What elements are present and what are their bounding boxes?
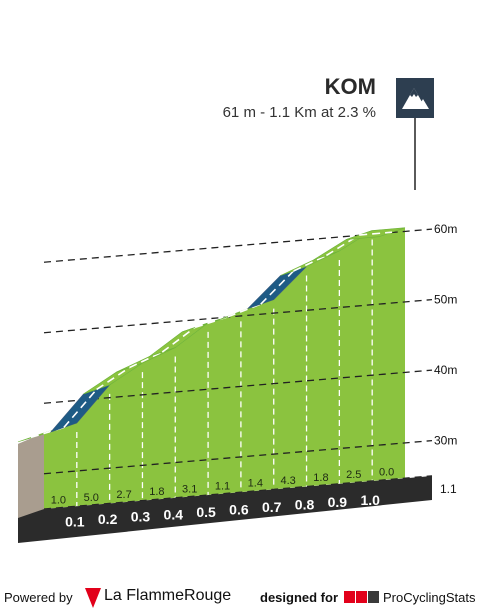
km-label: 0.2 bbox=[98, 511, 118, 527]
km-label: 0.6 bbox=[229, 501, 249, 517]
y-tick-label: 50m bbox=[434, 293, 457, 307]
elevation-gridline bbox=[43, 369, 433, 404]
km-label: 0.4 bbox=[164, 506, 184, 522]
profile-centerline bbox=[96, 366, 130, 391]
profile-area bbox=[44, 227, 405, 509]
y-tick-label: 40m bbox=[434, 363, 457, 377]
gradient-label: 0.0 bbox=[379, 466, 394, 478]
profile-centerline bbox=[260, 270, 295, 305]
km-label: 0.7 bbox=[262, 499, 282, 515]
powered-by-label: Powered by bbox=[4, 590, 73, 605]
profile-base-band bbox=[18, 476, 432, 543]
la-flamme-rouge-brand: La FlammeRouge bbox=[104, 587, 232, 604]
km-label: 0.9 bbox=[328, 494, 348, 510]
climb-title: KOM bbox=[324, 74, 376, 99]
gradient-label: 1.8 bbox=[149, 486, 164, 498]
profile-centerline bbox=[161, 326, 196, 353]
km-label: 0.1 bbox=[65, 514, 85, 530]
gradient-label: 1.4 bbox=[248, 478, 263, 490]
gradient-label: 3.1 bbox=[182, 483, 197, 495]
climb-subtitle: 61 m - 1.1 Km at 2.3 % bbox=[222, 104, 376, 121]
km-label: 0.5 bbox=[196, 504, 216, 520]
elevation-gridline bbox=[43, 475, 433, 510]
elevation-gridline bbox=[43, 298, 433, 334]
y-tick-label: 60m bbox=[434, 222, 457, 236]
profile-centerline bbox=[63, 388, 98, 429]
profile-centerline bbox=[359, 231, 393, 236]
footer: Powered by La FlammeRouge designed for P… bbox=[0, 587, 490, 611]
gradient-label: 2.7 bbox=[116, 489, 131, 501]
procyclingstats-brand: ProCyclingStats bbox=[383, 590, 476, 605]
la-flamme-rouge-logo-icon bbox=[85, 588, 101, 608]
gradient-label: 1.1 bbox=[215, 481, 230, 493]
elevation-gridline bbox=[43, 439, 433, 475]
profile-centerline bbox=[293, 254, 327, 272]
gradient-label: 2.5 bbox=[346, 469, 361, 481]
y-tick-label: 30m bbox=[434, 434, 457, 448]
pcs-logo-icon bbox=[344, 591, 379, 603]
profile-centerline bbox=[129, 351, 163, 369]
gradient-label: 1.8 bbox=[313, 472, 328, 484]
km-label: 0.8 bbox=[295, 497, 315, 513]
designed-for-label: designed for bbox=[260, 590, 339, 605]
profile-start-wall bbox=[18, 432, 44, 519]
kom-badge bbox=[396, 78, 434, 118]
x-end-label: 1.1 bbox=[440, 482, 457, 496]
gradient-label: 1.0 bbox=[51, 495, 66, 507]
km-label: 0.3 bbox=[131, 509, 151, 525]
km-label: 1.0 bbox=[360, 492, 380, 508]
gradient-label: 5.0 bbox=[84, 492, 99, 504]
mountain-icon bbox=[402, 88, 429, 109]
elevation-profile-chart: 30m 40m 50m 60m 1.1 0.1 0.2 0.3 0.4 0.5 0.6 0.7 0.8 0… bbox=[17, 118, 457, 543]
gradient-label: 4.3 bbox=[280, 475, 295, 487]
